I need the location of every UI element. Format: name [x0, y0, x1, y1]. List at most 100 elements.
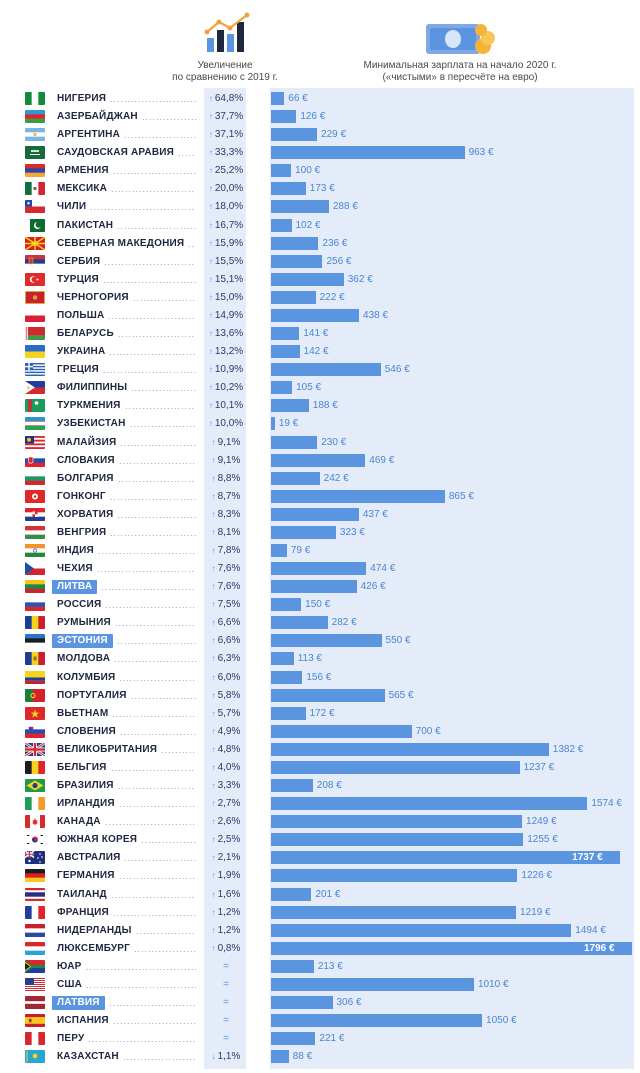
- leader-dots: ........................: [114, 654, 198, 665]
- change-label: ↑ 6,6%: [206, 616, 246, 630]
- leader-dots: ......................: [118, 781, 196, 792]
- flag-brazil-icon: [25, 779, 45, 793]
- country-row: ИРЛАНДИЯ...................... ↑ 2,7% 1574 …: [0, 795, 640, 813]
- leader-dots: ...........................: [103, 274, 198, 285]
- flag-armenia-icon: [25, 164, 45, 178]
- wage-bar: [271, 706, 306, 720]
- leader-dots: ..: [188, 238, 196, 249]
- wage-bar: [271, 760, 520, 774]
- change-label: ↑ 5,8%: [206, 689, 246, 703]
- country-label: ПЕРУ: [57, 1033, 85, 1045]
- flag-chile-icon: [25, 200, 45, 214]
- country-label: МЕКСИКА: [57, 183, 108, 195]
- increase-column-background: [204, 88, 246, 1069]
- country-row: НИДЕРЛАНДЫ................. ↑ 1,2% 1494 €: [0, 922, 640, 940]
- arrow-up-icon: ↑: [211, 708, 216, 718]
- country-label: ФРАНЦИЯ: [57, 906, 109, 918]
- wage-value-label: 100 €: [295, 165, 321, 177]
- change-label: ↑ 8,8%: [206, 472, 246, 486]
- country-row: ТАИЛАНД........................ ↑ 1,6% 201 …: [0, 886, 640, 904]
- increase-column-header: Увеличение по сравнению с 2019 г.: [160, 60, 290, 84]
- change-label: ↑ 3,3%: [206, 779, 246, 793]
- wage-bar: [271, 200, 329, 214]
- flag-nigeria-icon: [25, 92, 45, 105]
- leader-dots: ..........................: [105, 600, 197, 611]
- wage-value-label: 221 €: [319, 1033, 345, 1045]
- flag-thailand-icon: [25, 887, 45, 901]
- change-value: 25,2%: [214, 165, 244, 177]
- country-label: ПОЛЬША: [57, 309, 105, 321]
- change-label: ↑ 2,7%: [206, 797, 246, 811]
- increase-header-line2: по сравнению с 2019 г.: [172, 72, 278, 83]
- country-row: МЕКСИКА........................ ↑ 20,0% 173…: [0, 180, 640, 198]
- change-value: 8,1%: [217, 526, 241, 538]
- wage-bar: [271, 959, 314, 973]
- flag-montenegro-icon: [25, 290, 45, 304]
- country-row: ГОНКОНГ......................... ↑ 8,7% 865…: [0, 488, 640, 506]
- country-row: ГРЕЦИЯ........................... ↑ 10,9% 5…: [0, 361, 640, 379]
- country-label: ВЕНГРИЯ: [57, 526, 107, 538]
- flag-north-macedonia-icon: [25, 236, 45, 250]
- change-label: ↑ 37,1%: [206, 128, 246, 142]
- country-row: ЭСТОНИЯ....................... ↑ 6,6% 550 €: [0, 632, 640, 650]
- wage-value-label: 1382 €: [552, 743, 584, 755]
- wage-value-label: 426 €: [360, 581, 386, 593]
- wage-value-label: 469 €: [369, 454, 395, 466]
- wage-value-label: 288 €: [332, 201, 358, 213]
- arrow-up-icon: ↑: [211, 817, 216, 827]
- change-label: ↑ 9,1%: [206, 436, 246, 450]
- leader-dots: ........................: [113, 907, 198, 918]
- flag-moldova-icon: [25, 652, 45, 666]
- flag-canada-icon: [25, 815, 45, 829]
- wage-bar: [271, 489, 445, 503]
- wage-value-label: 865 €: [448, 490, 474, 502]
- wage-bar: [271, 887, 312, 901]
- country-label: СЕРБИЯ: [57, 255, 101, 267]
- change-value: 18,0%: [214, 201, 244, 213]
- leader-dots: ........................: [112, 708, 197, 719]
- country-row: ФРАНЦИЯ........................ ↑ 1,2% 1219…: [0, 904, 640, 922]
- country-row: ВЕНГРИЯ......................... ↑ 8,1% 323…: [0, 524, 640, 542]
- flag-india-icon: [25, 544, 45, 557]
- wage-header-line2: («чистыми» в пересчёте на евро): [382, 72, 538, 83]
- leader-dots: ..................: [133, 292, 197, 303]
- leader-dots: ...........................: [103, 365, 198, 376]
- change-value: 1,6%: [217, 888, 241, 900]
- wage-bar: [271, 923, 572, 937]
- country-label: ИНДИЯ: [57, 545, 94, 556]
- change-label: ↑ 7,6%: [206, 580, 246, 594]
- wage-bar: [271, 417, 275, 431]
- change-value: 6,0%: [217, 671, 241, 683]
- arrow-up-icon: ↑: [208, 202, 213, 212]
- arrow-up-icon: ↑: [208, 112, 213, 122]
- wage-value-label: 105 €: [296, 382, 322, 394]
- flag-estonia-icon: [25, 634, 45, 648]
- country-row: АРГЕНТИНА..................... ↑ 37,1% 229 …: [0, 126, 640, 144]
- flag-australia-icon: [25, 851, 45, 865]
- change-value: 4,0%: [217, 761, 241, 773]
- country-row: СЛОВАКИЯ...................... ↑ 9,1% 469 €: [0, 452, 640, 470]
- wage-bar: [271, 381, 293, 395]
- leader-dots: .....................: [124, 130, 198, 141]
- flag-peru-icon: [25, 1032, 45, 1046]
- change-value: 5,8%: [217, 689, 241, 701]
- change-label: =: [206, 1032, 246, 1046]
- arrow-up-icon: ↑: [208, 184, 213, 194]
- change-label: ↑ 4,9%: [206, 725, 246, 739]
- country-label: МАЛАЙЗИЯ: [57, 436, 117, 448]
- change-label: ↑ 8,1%: [206, 526, 246, 540]
- wage-value-label: 1494 €: [575, 924, 606, 936]
- change-label: ↑ 18,0%: [206, 200, 246, 214]
- flag-colombia-icon: [25, 670, 45, 684]
- wage-value-label: 1255 €: [527, 834, 558, 846]
- change-value: 6,6%: [217, 635, 241, 647]
- arrow-up-icon: ↑: [211, 546, 216, 555]
- change-label: =: [206, 996, 246, 1010]
- country-label: ВЕЛИКОБРИТАНИЯ: [57, 743, 158, 755]
- country-row: МАЛАЙЗИЯ...................... ↑ 9,1% 230 €: [0, 434, 640, 452]
- leader-dots: .....................: [124, 853, 198, 864]
- wage-bar: [271, 92, 285, 105]
- wage-value-label: 1737 €: [572, 852, 603, 864]
- arrow-up-icon: ↑: [211, 491, 216, 501]
- country-label: ГОНКОНГ: [57, 490, 106, 502]
